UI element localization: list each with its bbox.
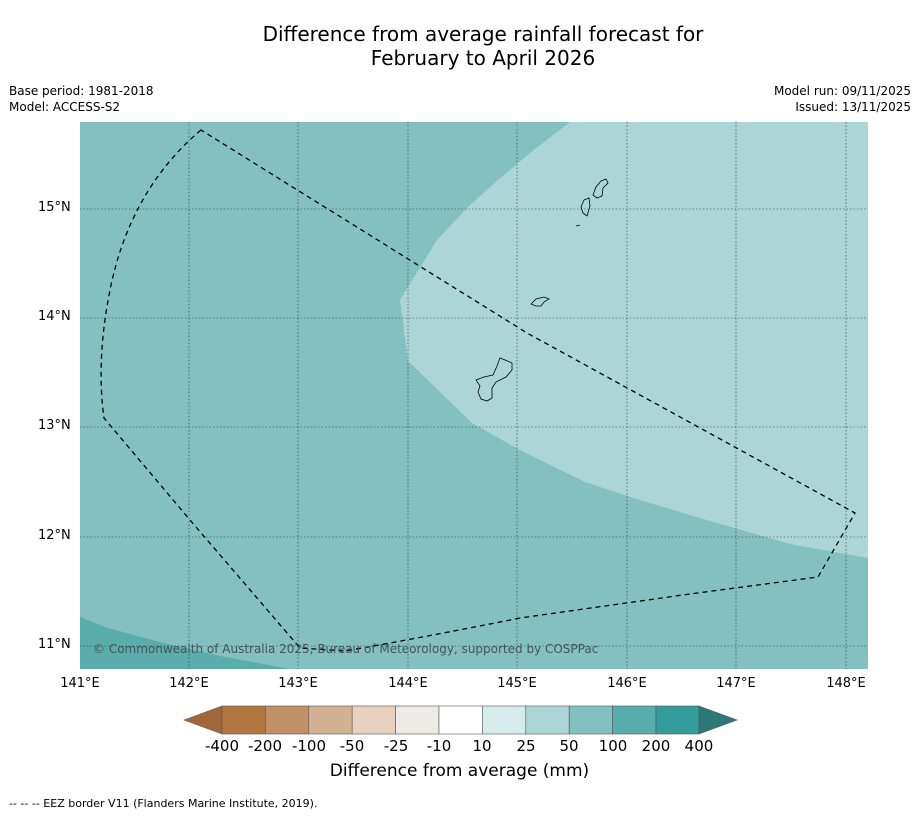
- colorbar-bin: [308, 705, 353, 735]
- copyright-text: © Commonwealth of Australia 2025, Bureau…: [93, 642, 598, 656]
- colorbar-label: Difference from average (mm): [329, 761, 590, 781]
- tinian-island: [580, 197, 591, 217]
- colorbar-tick: 200: [641, 737, 671, 755]
- lon-label: 145°E: [497, 676, 537, 691]
- colorbar-bin: [265, 705, 310, 735]
- colorbar-tick: 50: [559, 737, 579, 755]
- colorbar-extend-low: [183, 705, 223, 735]
- lon-label: 147°E: [716, 676, 756, 691]
- colorbar-bin: [612, 705, 657, 735]
- title-line-2: February to April 2026: [370, 46, 596, 70]
- base-period: Base period: 1981-2018: [9, 84, 154, 98]
- eez-legend-note: -- -- -- EEZ border V11 (Flanders Marine…: [9, 797, 318, 810]
- colorbar-tick: 10: [472, 737, 492, 755]
- map-area: © Commonwealth of Australia 2025, Bureau…: [80, 122, 868, 669]
- colorbar-tick: -400: [204, 737, 240, 755]
- lon-label: 141°E: [60, 676, 100, 691]
- model-name: Model: ACCESS-S2: [9, 100, 121, 114]
- title-line-1: Difference from average rainfall forecas…: [262, 22, 704, 46]
- rota-island: [530, 296, 550, 307]
- lon-label: 143°E: [278, 676, 318, 691]
- colorbar-tick: -10: [426, 737, 452, 755]
- colorbar-bin: [655, 705, 700, 735]
- colorbar-tick: 100: [598, 737, 628, 755]
- issued-date: Issued: 13/11/2025: [795, 100, 911, 114]
- lon-label: 142°E: [169, 676, 209, 691]
- colorbar-bin: [525, 705, 570, 735]
- colorbar-bin: [351, 705, 396, 735]
- colorbar-tick: -25: [383, 737, 409, 755]
- colorbar-bin: [395, 705, 440, 735]
- lon-label: 146°E: [607, 676, 647, 691]
- colorbar-bin: [221, 705, 266, 735]
- aguijan-island: [575, 224, 581, 227]
- chart-title: Difference from average rainfall forecas…: [0, 22, 919, 70]
- meta-right: Model run: 09/11/2025 Issued: 13/11/2025: [774, 83, 911, 115]
- colorbar-tick: -100: [291, 737, 327, 755]
- colorbar-tick: -50: [339, 737, 365, 755]
- guam-island: [475, 357, 513, 402]
- lat-label: 15°N: [38, 200, 71, 215]
- colorbar-tick: -200: [247, 737, 283, 755]
- lon-label: 148°E: [826, 676, 866, 691]
- model-run: Model run: 09/11/2025: [773, 84, 911, 98]
- meta-left: Base period: 1981-2018 Model: ACCESS-S2: [9, 83, 154, 115]
- lat-label: 14°N: [38, 309, 71, 324]
- colorbar: [183, 705, 738, 735]
- lat-label: 13°N: [38, 418, 71, 433]
- gridlines: [80, 122, 868, 669]
- colorbar-bin: [438, 705, 483, 735]
- colorbar-extend-high: [698, 705, 738, 735]
- colorbar-bin: [568, 705, 613, 735]
- lon-label: 144°E: [388, 676, 428, 691]
- lat-label: 11°N: [38, 637, 71, 652]
- saipan-island: [592, 178, 609, 199]
- colorbar-tick: 400: [684, 737, 714, 755]
- band-100-200-region: [80, 617, 290, 669]
- colorbar-tick: 25: [516, 737, 536, 755]
- colorbar-bin: [482, 705, 527, 735]
- lat-label: 12°N: [38, 528, 71, 543]
